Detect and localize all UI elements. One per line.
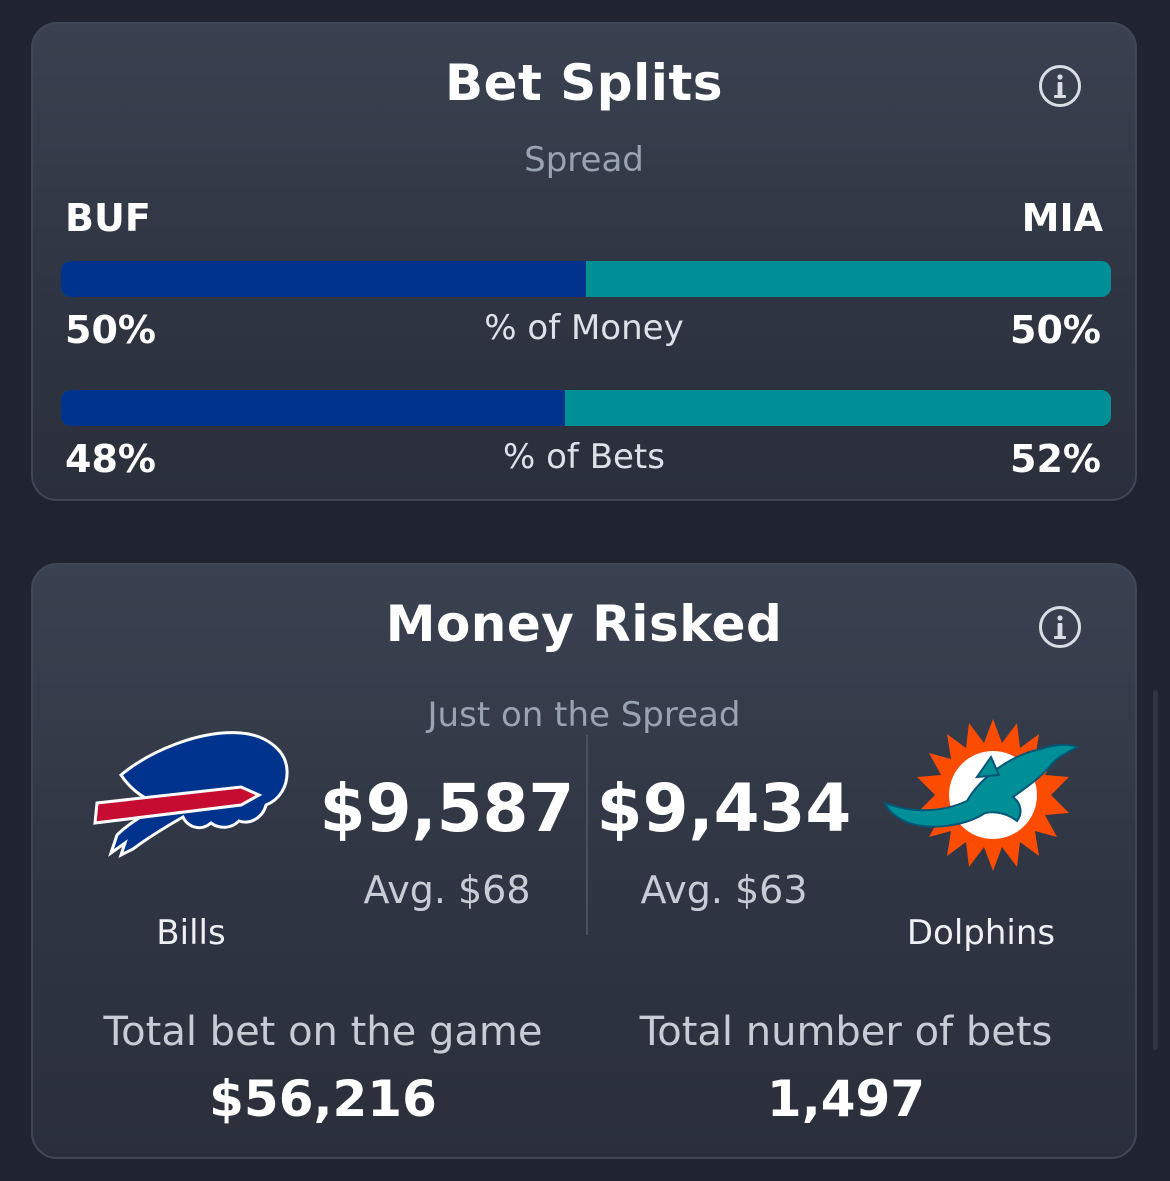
amount-divider <box>586 735 588 935</box>
bets-home-segment <box>571 390 1111 426</box>
away-team-name: Bills <box>156 913 226 953</box>
away-avg: Avg. $68 <box>363 868 531 912</box>
bets-home-pct: 52% <box>1010 437 1101 481</box>
bet-splits-title: Bet Splits <box>444 54 724 112</box>
info-icon[interactable] <box>1038 64 1082 108</box>
home-avg: Avg. $63 <box>640 868 808 912</box>
bet-splits-card: Bet Splits Spread BUF MIA 50% % of Money… <box>31 22 1137 501</box>
home-amount: $9,434 <box>596 770 852 847</box>
total-bet-value: $56,216 <box>209 1070 437 1128</box>
money-home-pct: 50% <box>1010 308 1101 352</box>
money-risked-subtitle: Just on the Spread <box>427 695 741 735</box>
money-label: % of Money <box>484 308 684 348</box>
bets-split-bar <box>61 390 1111 426</box>
home-team-name: Dolphins <box>906 913 1056 953</box>
dolphins-logo <box>883 719 1080 871</box>
total-count-label: Total number of bets <box>639 1009 1053 1055</box>
market-subtitle: Spread <box>524 140 644 180</box>
total-bet-label: Total bet on the game <box>103 1009 543 1055</box>
away-amount: $9,587 <box>319 770 575 847</box>
money-risked-title: Money Risked <box>385 595 783 653</box>
away-team-abbr: BUF <box>65 196 151 240</box>
bets-label: % of Bets <box>503 437 665 477</box>
money-away-pct: 50% <box>65 308 156 352</box>
bills-logo <box>93 731 289 858</box>
money-split-bar <box>61 261 1111 297</box>
total-count-value: 1,497 <box>766 1070 926 1128</box>
money-home-segment <box>592 261 1111 297</box>
money-away-segment <box>61 261 586 297</box>
home-team-abbr: MIA <box>1021 196 1103 240</box>
bets-away-pct: 48% <box>65 437 156 481</box>
scrollbar[interactable] <box>1153 690 1158 1050</box>
money-risked-card: Money Risked Just on the Spread Bills $9… <box>31 563 1137 1159</box>
info-icon[interactable] <box>1038 605 1082 649</box>
bets-away-segment <box>61 390 565 426</box>
